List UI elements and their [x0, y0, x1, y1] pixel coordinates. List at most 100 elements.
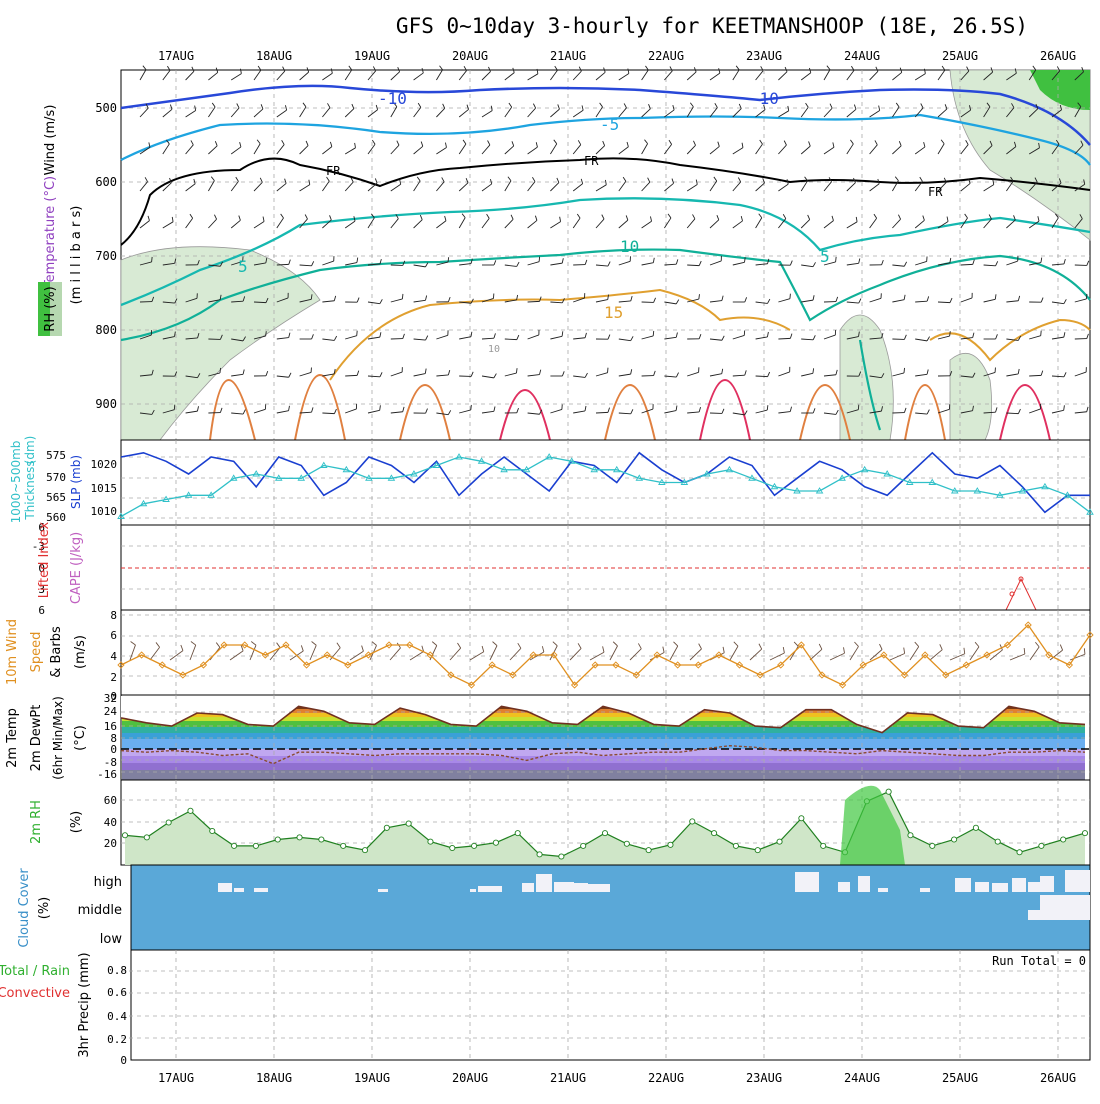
contour-label: FR	[584, 154, 599, 168]
cloud-block	[1040, 876, 1054, 892]
upper-air-panel: -10 -10 -5 FR FR FR 5 10 5 15 10 500 600…	[38, 66, 1090, 440]
cape-ylabel-cape: CAPE (J/kg)	[69, 532, 84, 604]
cloud-levels: high middle low	[78, 875, 123, 947]
date-label: 20AUG	[452, 1071, 488, 1085]
cape-panel: 6 -3 0 3 6 Lifted Index CAPE (J/kg)	[32, 521, 1090, 617]
date-label: 19AUG	[354, 1071, 390, 1085]
cloud-level-low: low	[100, 932, 123, 947]
slp-tick: 1010	[91, 505, 118, 518]
wind-barb	[938, 302, 950, 303]
contour-label: FR	[326, 164, 341, 178]
temp2m-ylabel2: 2m DewPt	[29, 705, 44, 772]
rh-point	[166, 820, 171, 825]
rh-point	[951, 837, 956, 842]
rh-point	[711, 831, 716, 836]
temp2m-ticks: 32 24 16 8 0 -8 -16	[97, 692, 117, 781]
cloud-block	[478, 886, 502, 892]
wind-barb-feather	[836, 257, 837, 262]
cloud-block	[554, 882, 574, 892]
thickness-tick: 570	[46, 471, 66, 484]
rh-point	[319, 837, 324, 842]
temp-band	[122, 770, 1085, 780]
pressure-tick: 500	[95, 101, 117, 115]
temp2m-tick: 24	[104, 705, 118, 718]
slp-ylabel-slp: SLP (mb)	[69, 455, 83, 509]
precip-panel: Run Total = 0 0.8 0.6 0.4 0.2 0 Total / …	[0, 950, 1090, 1067]
rh-point	[646, 848, 651, 853]
cloud-block	[955, 878, 971, 892]
wind10-tick: 6	[110, 629, 117, 642]
bottom-date-labels: 17AUG 18AUG 19AUG 20AUG 21AUG 22AUG 23AU…	[158, 1071, 1076, 1085]
date-label: 21AUG	[550, 49, 586, 63]
rh-point	[188, 808, 193, 813]
temp2m-ylabel4: (°C)	[73, 725, 88, 751]
contour-label: 10	[488, 344, 500, 355]
rh-point	[1061, 837, 1066, 842]
wind-barb-feather	[266, 331, 267, 336]
rh-point	[253, 843, 258, 848]
wind-barb-feather	[220, 368, 221, 373]
wind-barb-feather	[1086, 294, 1087, 299]
rh-point	[624, 841, 629, 846]
pressure-ticks: 500 600 700 800 900	[95, 101, 117, 411]
precip-ticks: 0.8 0.6 0.4 0.2 0	[107, 964, 127, 1067]
rh-point	[297, 835, 302, 840]
wind-barb-feather	[653, 331, 654, 336]
rh-point	[341, 843, 346, 848]
cape-ylabel-li: Lifted Index	[37, 521, 52, 598]
cloud-block	[588, 884, 610, 892]
temp2m-ylabel1: 2m Temp	[5, 708, 20, 768]
slp-ticks: 1020 1015 1010	[91, 458, 118, 518]
wind-barb-feather	[516, 368, 517, 373]
rh-point	[581, 843, 586, 848]
thickness-tick: 565	[46, 491, 66, 504]
rh-point	[210, 828, 215, 833]
upper-ylabel-temp: Temperature (°C)	[43, 176, 58, 289]
rh2m-ylabel2: (%)	[69, 811, 84, 834]
rh-point	[733, 843, 738, 848]
cloud-block	[1028, 882, 1040, 892]
cloud-block	[522, 883, 534, 892]
wind-barb	[505, 339, 517, 340]
wind-barb-feather	[440, 66, 443, 70]
rh2m-panel: 60 40 20 2m RH (%)	[29, 780, 1090, 865]
rh-point	[886, 789, 891, 794]
thickness-tick: 575	[46, 449, 66, 462]
rh-point	[450, 845, 455, 850]
slp-ylabel-thickness2: 1000~500mb	[9, 441, 23, 524]
rh-point	[1039, 843, 1044, 848]
date-label: 17AUG	[158, 49, 194, 63]
wind-barb	[778, 338, 790, 339]
date-label: 25AUG	[942, 49, 978, 63]
cloud-block	[920, 888, 930, 892]
wind10-ylabel4: (m/s)	[73, 635, 88, 669]
cloud-block	[378, 889, 388, 892]
pressure-tick: 900	[95, 397, 117, 411]
temp-mask-right	[1086, 696, 1090, 780]
rh-point	[908, 833, 913, 838]
wind-barb-feather	[736, 66, 739, 70]
rh-point	[1082, 831, 1087, 836]
rh-point	[231, 843, 236, 848]
rh-point	[537, 852, 542, 857]
contour-label: 5	[238, 257, 248, 276]
rh-point	[428, 839, 433, 844]
precip-tick: 0	[120, 1054, 127, 1067]
contour-label: -10	[750, 89, 779, 108]
cloud-block	[878, 888, 888, 892]
temp-band	[122, 763, 1085, 770]
wind10-panel: 8 6 4 2 0 10m Wind Speed & Barbs (m/s)	[5, 609, 1093, 703]
rh-point	[275, 837, 280, 842]
cloud-panel-frame	[131, 865, 1090, 950]
wind10-ticks: 8 6 4 2 0	[110, 609, 117, 703]
precip-tick: 0.2	[107, 1033, 127, 1046]
rh-point	[930, 843, 935, 848]
rh2m-tick: 40	[104, 816, 117, 829]
rh-point	[755, 848, 760, 853]
wind10-ylabel2: Speed	[29, 632, 44, 673]
contour-label: 10	[620, 237, 639, 256]
wind10-tick: 8	[110, 609, 117, 622]
rh-point	[821, 843, 826, 848]
wind-barb	[1029, 375, 1041, 376]
rh-point	[471, 843, 476, 848]
